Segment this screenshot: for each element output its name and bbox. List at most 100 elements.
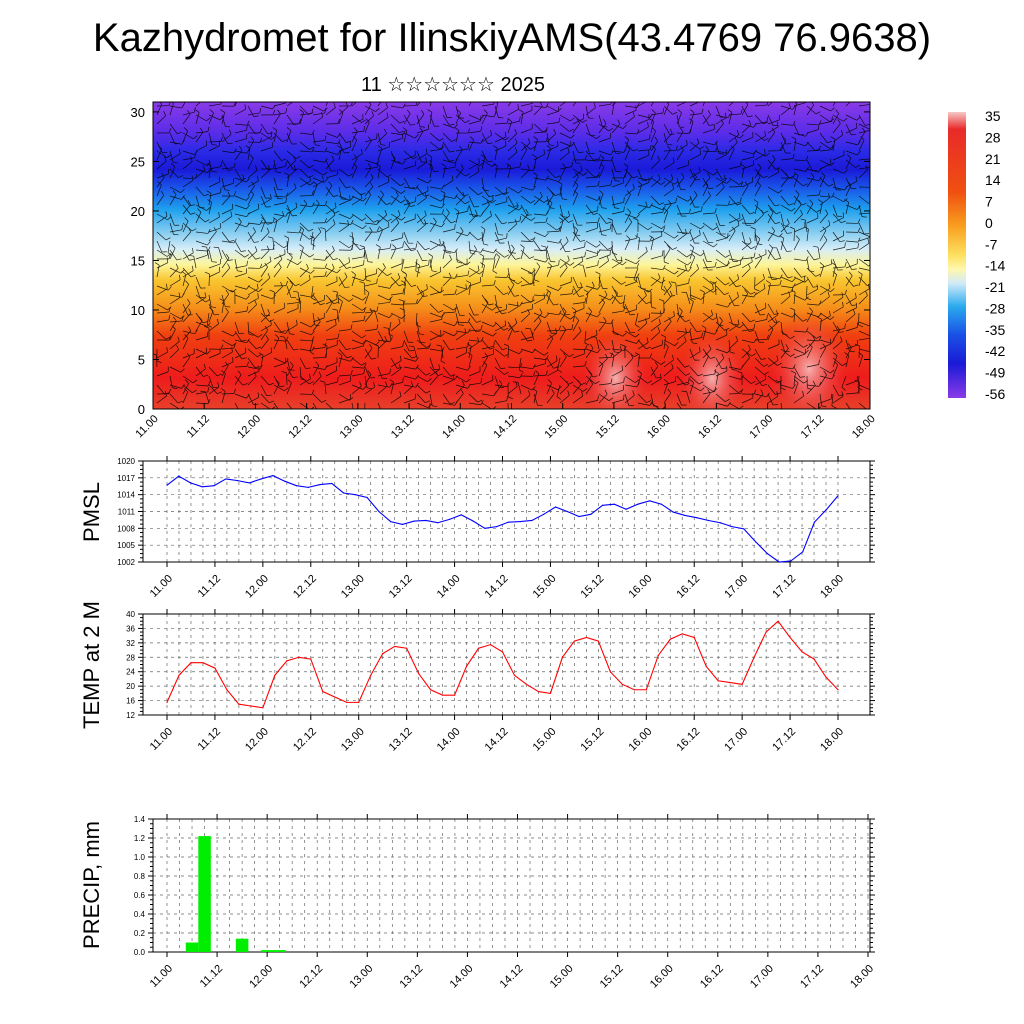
wind-barb-flag (191, 265, 194, 271)
wind-barb-flag (353, 163, 358, 168)
wind-barb (767, 186, 779, 194)
wind-barb (156, 115, 166, 125)
wind-barb (455, 231, 464, 242)
data-point (448, 518, 451, 520)
wind-barb (715, 154, 727, 161)
wind-barb-flag (424, 194, 430, 197)
wind-barb (169, 279, 181, 287)
wind-barb (455, 384, 468, 389)
wind-barb (533, 391, 538, 404)
wind-barb-flag (309, 254, 315, 258)
wind-barb (273, 215, 284, 224)
wind-barb (325, 159, 335, 170)
wind-barb-flag (774, 321, 780, 324)
wind-barb (780, 123, 793, 126)
wind-barb-flag (562, 198, 568, 201)
wind-barb-flag (280, 281, 283, 287)
wind-barb-flag (623, 206, 625, 212)
wind-barb (260, 105, 273, 110)
wind-barb (247, 185, 255, 197)
wind-barb-flag (289, 280, 294, 285)
wind-barb (845, 114, 857, 121)
wind-barb (858, 321, 870, 327)
wind-barb-flag (584, 251, 586, 257)
wind-barb (819, 195, 832, 198)
wind-barb (546, 265, 552, 278)
wind-barb-flag (480, 138, 484, 144)
wind-barb-flag (449, 150, 455, 153)
wind-barb (377, 148, 383, 161)
wind-barb (416, 366, 426, 376)
wind-barb-flag (318, 371, 322, 377)
wind-barb (468, 162, 480, 170)
wind-barb-flag (204, 292, 207, 298)
wind-barb-flag (614, 351, 620, 354)
wind-barb-flag (670, 174, 674, 180)
wind-barb-flag (396, 218, 400, 224)
data-point (660, 503, 663, 505)
wind-barb (779, 381, 782, 395)
wind-barb-flag (789, 226, 795, 230)
wind-barb (247, 370, 260, 377)
wind-barb-flag (606, 221, 612, 224)
wind-barb (637, 251, 648, 260)
wind-barb-flag (830, 107, 835, 112)
wind-barb (611, 123, 621, 134)
wind-barb-flag (415, 184, 419, 190)
wind-barb (377, 247, 381, 260)
wind-barb (338, 398, 351, 404)
wind-barb (338, 276, 345, 288)
wind-barb-flag (858, 352, 863, 356)
wind-barb (234, 129, 247, 134)
wind-barb (336, 310, 340, 323)
wind-barb (299, 279, 311, 287)
wind-barb (546, 177, 559, 183)
wind-barb-flag (375, 340, 380, 346)
y-tick-label: 28 (126, 653, 135, 662)
data-point (766, 552, 768, 555)
wind-barb-flag (272, 217, 278, 221)
wind-barb (754, 319, 767, 323)
wind-barb-flag (224, 361, 229, 366)
wind-barb-flag (168, 102, 171, 106)
wind-barb-flag (337, 352, 343, 356)
wind-barb-flag (753, 252, 756, 258)
wind-barb-flag (180, 406, 185, 409)
wind-barb (767, 360, 779, 368)
wind-barb-flag (853, 412, 858, 413)
wind-barb (208, 323, 219, 332)
wind-barb-flag (584, 345, 588, 351)
y-tick-label: 5 (138, 352, 145, 367)
wind-barb-flag (802, 318, 808, 322)
wind-barb-flag (721, 182, 725, 188)
wind-barb-flag (861, 216, 867, 218)
wind-barb-flag (460, 226, 464, 232)
wind-barb (585, 123, 591, 136)
wind-barb-flag (714, 147, 718, 152)
wind-barb (195, 320, 203, 332)
wind-barb (533, 196, 543, 206)
wind-barb-flag (532, 371, 536, 377)
wind-barb (325, 249, 334, 260)
wind-barb (624, 105, 637, 108)
wind-barb (273, 113, 281, 125)
wind-barb (455, 375, 467, 383)
wind-barb-flag (328, 181, 333, 186)
wind-barb (676, 330, 689, 333)
wind-barb (156, 351, 168, 359)
wind-barb-flag (764, 131, 766, 137)
wind-barb (585, 286, 595, 296)
wind-barb (520, 141, 531, 150)
wind-barb (637, 119, 650, 125)
wind-barb (481, 114, 494, 118)
x-tick-label: 16.00 (648, 963, 676, 991)
wind-barb-flag (527, 308, 530, 314)
wind-barb (338, 141, 345, 154)
grid (153, 818, 870, 953)
wind-barb (325, 324, 337, 332)
wind-barb-flag (433, 217, 437, 223)
wind-barb-flag (187, 109, 191, 115)
wind-barb-flag (454, 158, 458, 164)
wind-barb-flag (831, 374, 835, 380)
